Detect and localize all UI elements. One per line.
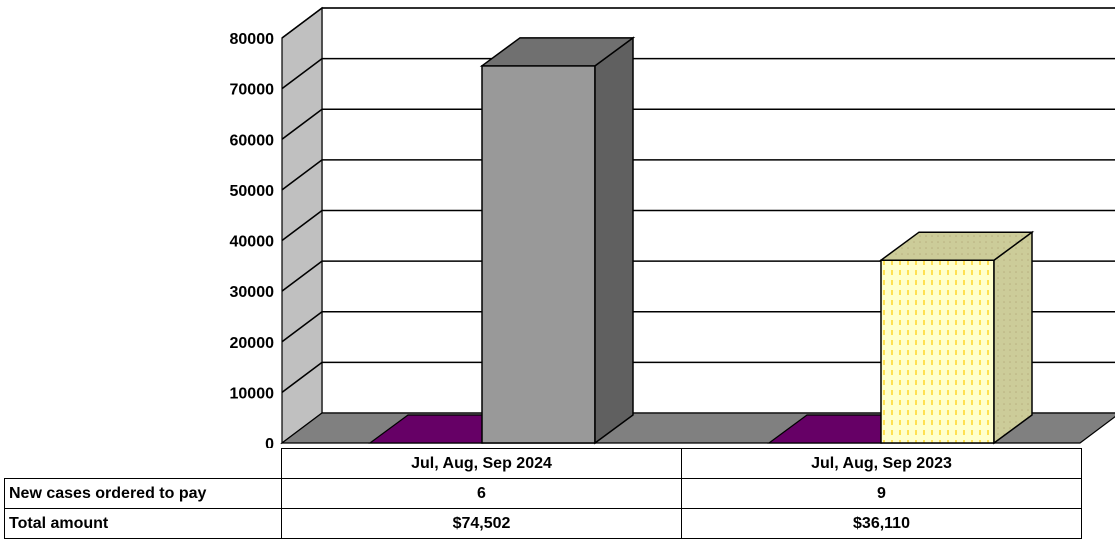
- y-tick-label: 40000: [230, 234, 275, 251]
- y-axis-ticks: 0 10000 20000 30000 40000 50000 60000 70000 8000…: [230, 31, 275, 448]
- gridline: [281, 310, 1115, 343]
- gridline: [281, 7, 1115, 39]
- new-cases-2023: 9: [681, 478, 1082, 509]
- total-amount-2024: $74,502: [281, 508, 682, 539]
- bar-series2-1: [880, 259, 995, 444]
- y-tick-label: 0: [265, 436, 274, 448]
- header-cell-2023: Jul, Aug, Sep 2023: [681, 448, 1082, 479]
- bar-series2-side-0: [594, 36, 634, 445]
- gridline: [281, 260, 1115, 292]
- header-cell-2024: Jul, Aug, Sep 2024: [281, 448, 682, 479]
- bars: [368, 36, 1035, 445]
- row-label-new-cases: New cases ordered to pay: [4, 478, 282, 509]
- gridline: [281, 159, 1115, 191]
- data-table: Jul, Aug, Sep 2024 Jul, Aug, Sep 2023 Ne…: [4, 448, 1082, 539]
- gridlines: [281, 7, 1115, 394]
- gridline: [281, 108, 1115, 140]
- gridline: [281, 209, 1115, 242]
- y-tick-label: 30000: [230, 284, 275, 301]
- y-tick-label: 20000: [230, 335, 275, 352]
- y-tick-label: 60000: [230, 132, 275, 149]
- new-cases-2024: 6: [281, 478, 682, 509]
- gridline: [281, 57, 1115, 90]
- total-amount-2023: $36,110: [681, 508, 1082, 539]
- y-tick-label: 80000: [230, 31, 275, 48]
- bar-series2-top-0: [479, 37, 636, 67]
- data-table-corner: [4, 448, 282, 479]
- bar-series2-0: [481, 65, 596, 444]
- gridline: [281, 361, 1115, 394]
- data-table-header-row: Jul, Aug, Sep 2024 Jul, Aug, Sep 2023: [4, 448, 1082, 479]
- y-tick-label: 10000: [230, 385, 275, 402]
- table-row: Total amount $74,502 $36,110: [4, 508, 1082, 539]
- bar-chart-3d: 0 10000 20000 30000 40000 50000 60000 70000 8000…: [230, 6, 1115, 448]
- bar-series2-top-1: [878, 231, 1035, 261]
- y-tick-label: 70000: [230, 82, 275, 99]
- row-label-total-amount: Total amount: [4, 508, 282, 539]
- y-tick-label: 50000: [230, 183, 275, 200]
- bar-series2-side-1: [993, 230, 1033, 445]
- table-row: New cases ordered to pay 6 9: [4, 478, 1082, 509]
